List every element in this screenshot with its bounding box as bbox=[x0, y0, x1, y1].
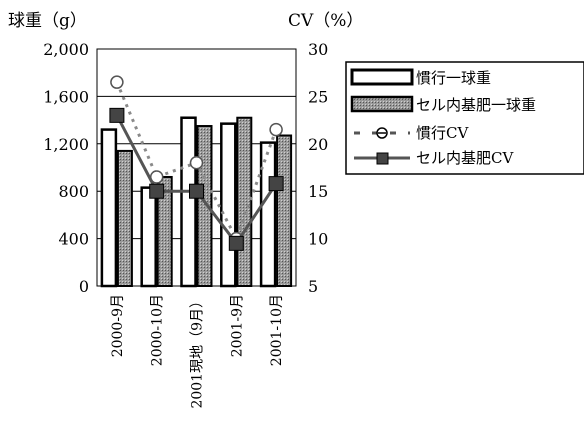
y-left-tick-3: 1,200 bbox=[43, 135, 89, 154]
point-cell-cv-2 bbox=[189, 183, 204, 199]
point-cell-cv-4 bbox=[268, 176, 284, 192]
y-right-tick-2: 15 bbox=[308, 182, 328, 201]
x-tick-2: 2001現地（9月） bbox=[190, 294, 206, 409]
legend-label-kanko-weight: 慣行一球重 bbox=[416, 69, 491, 87]
y-left-tick-5: 2,000 bbox=[43, 40, 89, 59]
point-cell-cv-3 bbox=[228, 235, 244, 251]
y-left-tick-4: 1,600 bbox=[43, 87, 89, 106]
y-left-tick-1: 400 bbox=[58, 230, 89, 249]
bar-kanko-weight-4 bbox=[259, 141, 277, 288]
bar-kanko-weight-2 bbox=[180, 116, 197, 288]
x-tick-0: 2000-9月 bbox=[110, 294, 126, 357]
bar-cell-weight-3 bbox=[236, 116, 253, 288]
x-tick-3: 2001-9月 bbox=[229, 294, 245, 357]
point-cell-cv-0 bbox=[109, 107, 125, 123]
bar-cell-weight-1 bbox=[156, 175, 173, 287]
y-right-tick-5: 30 bbox=[308, 40, 328, 59]
point-kanko-cv-0 bbox=[110, 75, 124, 89]
legend-label-kanko-cv: 慣行CV bbox=[416, 124, 469, 142]
y-left-tick-2: 800 bbox=[58, 182, 89, 201]
legend: 慣行一球重 セル内基肥一球重 慣行CV セル内基肥CV bbox=[345, 61, 584, 175]
point-kanko-cv-2 bbox=[189, 156, 204, 170]
y-left-axis-title: 球重（g） bbox=[8, 11, 87, 31]
y-right-tick-1: 10 bbox=[308, 230, 328, 249]
point-kanko-cv-4 bbox=[269, 122, 283, 137]
legend-swatch-kanko-weight bbox=[350, 68, 414, 86]
y-left-tick-0: 0 bbox=[79, 277, 89, 296]
bar-kanko-weight-1 bbox=[140, 186, 157, 288]
legend-swatch-cell-weight bbox=[350, 95, 414, 113]
bar-kanko-weight-0 bbox=[100, 128, 118, 288]
legend-label-cell-cv: セル内基肥CV bbox=[416, 149, 514, 167]
bar-cell-weight-0 bbox=[116, 149, 133, 287]
y-right-axis-title: CV（%） bbox=[288, 11, 363, 31]
x-tick-4: 2001-10月 bbox=[269, 294, 285, 366]
bar-kanko-weight-3 bbox=[220, 122, 237, 288]
point-cell-cv-1 bbox=[149, 183, 165, 199]
x-tick-1: 2000-10月 bbox=[150, 294, 166, 366]
y-right-tick-4: 25 bbox=[308, 87, 328, 106]
y-right-tick-0: 5 bbox=[308, 277, 318, 296]
y-right-tick-3: 20 bbox=[308, 135, 328, 154]
bar-cell-weight-4 bbox=[276, 134, 293, 287]
legend-label-cell-weight: セル内基肥一球重 bbox=[416, 96, 536, 114]
legend-marker-cell-cv bbox=[376, 152, 389, 165]
